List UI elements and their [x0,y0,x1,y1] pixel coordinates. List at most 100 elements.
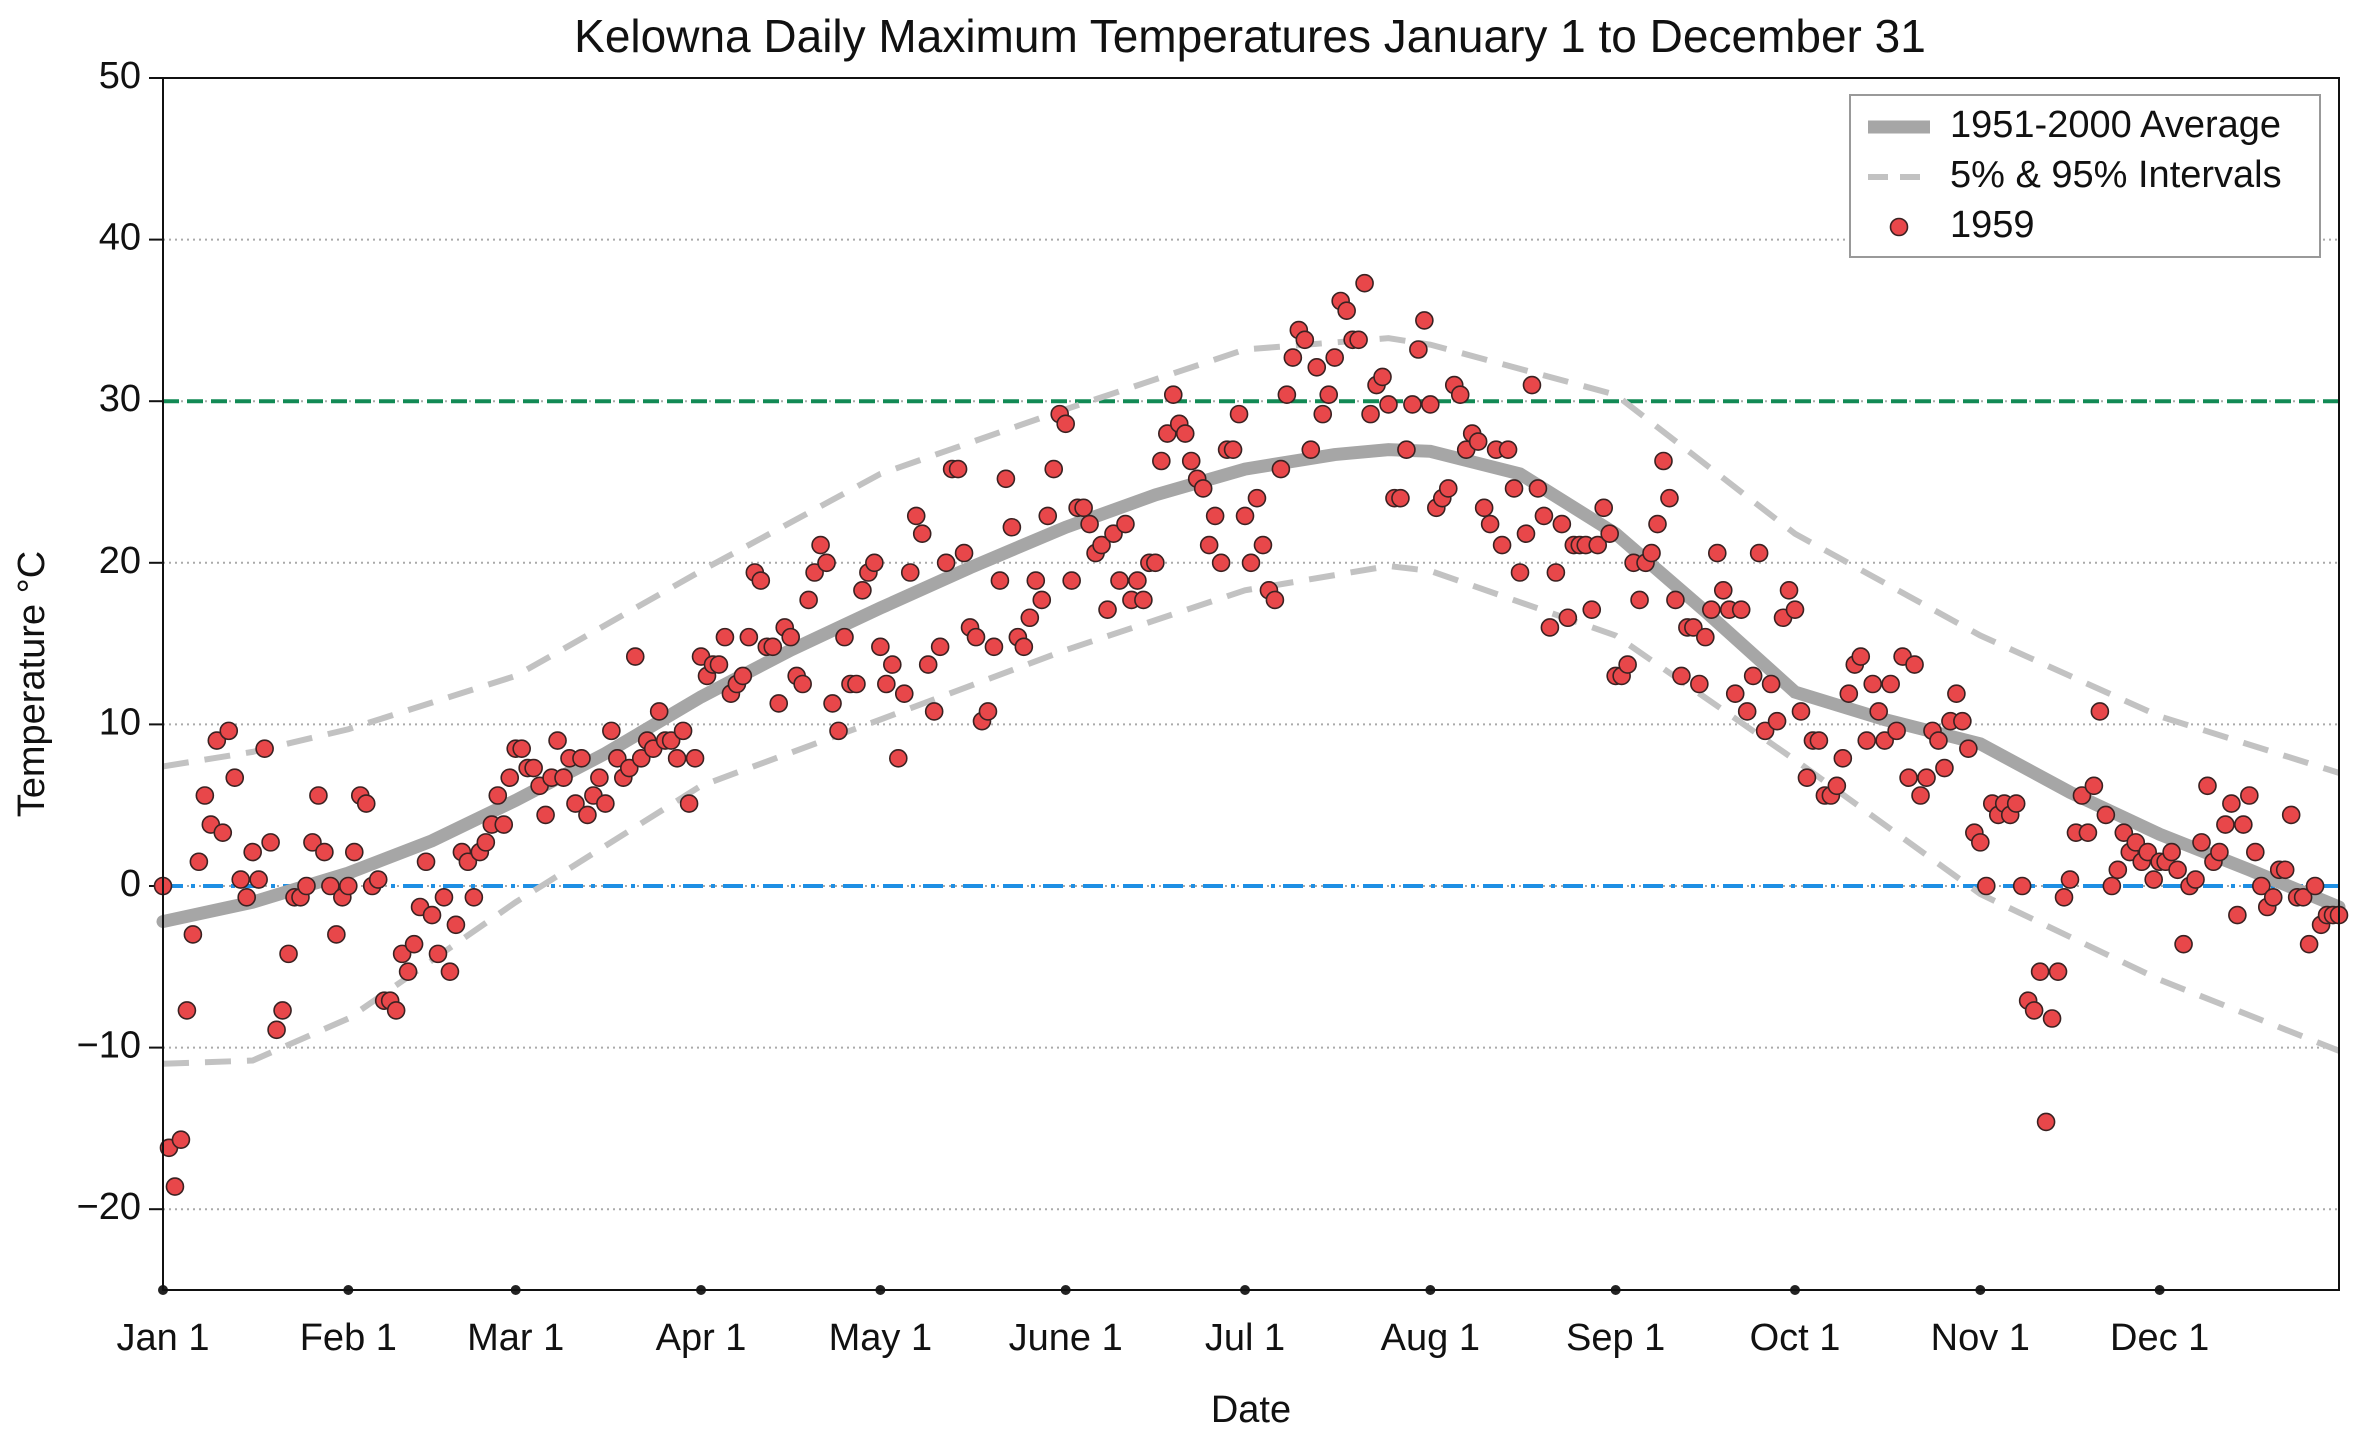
data-point [2084,776,2104,796]
data-point [1959,739,1978,758]
data-point [1271,459,1291,479]
data-point [554,768,573,788]
data-point [990,571,1010,590]
data-point [781,627,800,647]
data-point [978,702,998,721]
data-point [2174,934,2193,954]
data-point [1492,535,1512,555]
data-point [344,842,364,862]
data-point [189,852,209,872]
data-point [2192,833,2211,852]
data-point [1905,655,1924,674]
data-point [1241,553,1261,573]
data-point [1540,618,1560,637]
data-point [1779,580,1799,600]
data-point [793,674,812,694]
data-point [428,944,448,964]
data-point [1044,459,1064,479]
data-point [1163,385,1183,405]
data-point [1552,514,1572,534]
data-point [231,870,251,889]
data-point [847,674,866,694]
data-point [1181,451,1201,471]
data-point [458,852,478,872]
data-point [2012,876,2032,896]
data-point [883,655,902,674]
data-point [1319,385,1339,405]
data-point [446,915,466,935]
data-point [2006,794,2026,813]
legend: 1951-2000 Average 5% & 95% Intervals 1959 [1849,94,2321,258]
data-point [1749,543,1769,563]
data-point [1301,440,1321,459]
data-point [853,580,872,600]
data-point [1498,440,1518,459]
data-point [476,833,496,852]
data-point [1528,479,1548,498]
data-point [2090,702,2110,721]
data-point [1725,684,1745,703]
data-point [984,637,1004,657]
y-tick-label: −10 [77,1025,141,1067]
data-point [1175,424,1195,443]
data-point [1098,600,1117,619]
data-point [524,758,543,778]
data-point [619,758,639,778]
data-point [1690,674,1709,694]
data-point [1953,711,1972,731]
data-point [1199,535,1219,555]
data-point [2293,888,2313,907]
data-point [1480,514,1500,534]
data-point [1911,786,1930,805]
data-point [1707,543,1727,563]
data-point [625,647,645,666]
data-point [871,637,890,657]
data-point [1337,301,1356,321]
data-point [2299,934,2319,954]
data-point [309,786,328,805]
y-axis-label: Temperature °C [11,551,53,818]
data-point [2186,870,2205,889]
data-point [1672,666,1691,686]
data-point [1056,414,1075,434]
data-point [237,888,256,907]
data-point [1875,731,1894,750]
data-point [1809,731,1829,750]
data-point [536,805,555,825]
data-point [1971,833,1990,852]
data-point [398,962,418,981]
data-point [1600,524,1619,544]
chart-title: Kelowna Daily Maximum Temperatures Janua… [574,10,1926,62]
data-point [2138,842,2158,862]
x-tick-label: Nov 1 [1931,1317,2030,1359]
data-point [1684,618,1703,637]
x-tick-label: Sep 1 [1566,1317,1665,1359]
data-point [1881,674,1900,694]
data-point [279,944,298,964]
data-point [877,674,896,694]
data-point [321,876,340,896]
data-point [1391,488,1410,508]
data-point [2144,870,2163,889]
data-point [649,702,669,721]
data-point [1713,580,1733,600]
data-point [1080,514,1099,534]
data-point [368,870,388,889]
data-point [572,749,591,768]
data-point [894,684,914,703]
data-point [327,925,346,944]
data-point [996,469,1016,489]
data-point [906,506,926,526]
data-point [1642,543,1661,563]
data-point [494,815,514,834]
data-point [1630,590,1649,610]
data-point [1283,348,1303,367]
data-point [392,944,412,964]
data-point [2048,962,2068,981]
data-point [1743,666,1763,686]
data-point [165,1177,185,1196]
data-point [673,721,693,741]
data-point [2060,870,2080,889]
data-point [183,925,203,944]
